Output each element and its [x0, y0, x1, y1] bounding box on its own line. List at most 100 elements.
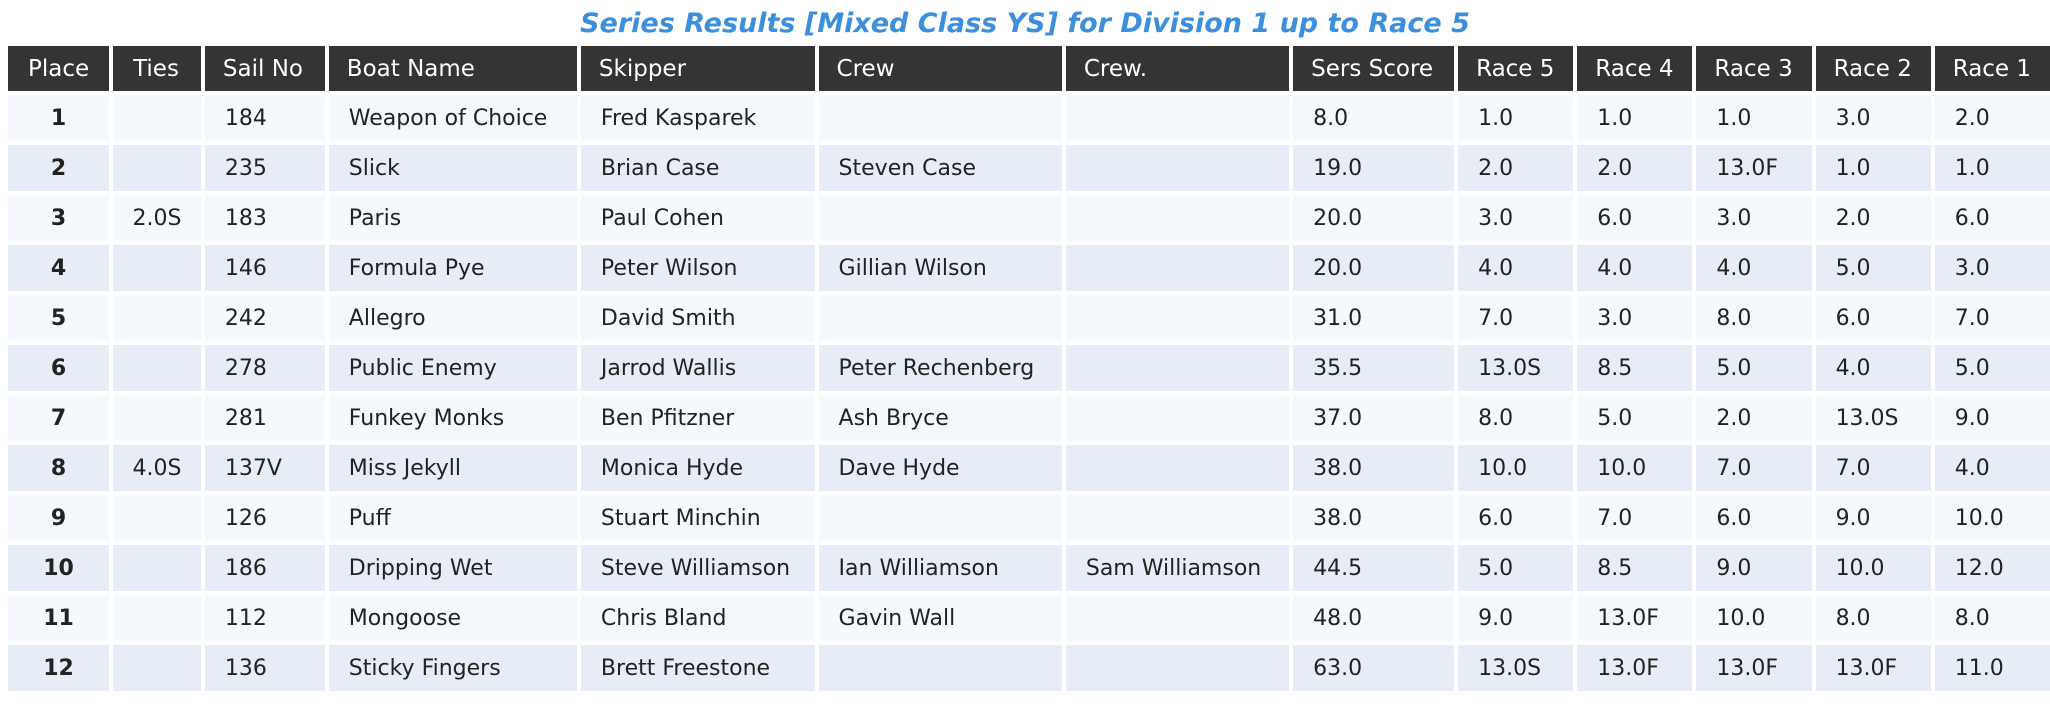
crew-cell: Gavin Wall	[818, 595, 1062, 641]
race-2-cell: 4.0	[1815, 345, 1931, 391]
race-2-cell: 5.0	[1815, 245, 1931, 291]
results-body: 1 184 Weapon of Choice Fred Kasparek 8.0 1.0 1…	[8, 95, 2050, 691]
race-5-cell: 2.0	[1458, 145, 1574, 191]
crew-2-cell	[1065, 395, 1290, 441]
column-header-ties[interactable]: Ties	[113, 46, 201, 91]
crew-2-cell	[1065, 595, 1290, 641]
skipper-cell: Monica Hyde	[580, 445, 815, 491]
column-header-race-5[interactable]: Race 5	[1458, 46, 1574, 91]
sail-no-cell: 235	[204, 145, 325, 191]
race-1-cell: 9.0	[1934, 395, 2050, 441]
column-header-race-2[interactable]: Race 2	[1815, 46, 1931, 91]
table-row: 6 278 Public Enemy Jarrod Wallis Peter Reche…	[8, 345, 2050, 391]
column-header-race-4[interactable]: Race 4	[1577, 46, 1693, 91]
race-4-cell: 5.0	[1577, 395, 1693, 441]
race-4-cell: 13.0F	[1577, 595, 1693, 641]
table-row: 7 281 Funkey Monks Ben Pfitzner Ash Bryce 37.…	[8, 395, 2050, 441]
ties-cell: 4.0S	[113, 445, 201, 491]
crew-cell	[818, 645, 1062, 691]
skipper-cell: Chris Bland	[580, 595, 815, 641]
crew-2-cell	[1065, 145, 1290, 191]
race-5-cell: 8.0	[1458, 395, 1574, 441]
crew-cell	[818, 495, 1062, 541]
race-1-cell: 5.0	[1934, 345, 2050, 391]
crew-2-cell	[1065, 245, 1290, 291]
ties-cell: 2.0S	[113, 195, 201, 241]
column-header-place[interactable]: Place	[8, 46, 110, 91]
ties-cell	[113, 545, 201, 591]
column-header-skipper[interactable]: Skipper	[580, 46, 815, 91]
sail-no-cell: 184	[204, 95, 325, 141]
race-3-cell: 10.0	[1696, 595, 1812, 641]
race-2-cell: 9.0	[1815, 495, 1931, 541]
crew-cell: Ash Bryce	[818, 395, 1062, 441]
table-row: 1 184 Weapon of Choice Fred Kasparek 8.0 1.0 1…	[8, 95, 2050, 141]
series-score-cell: 44.5	[1293, 545, 1455, 591]
race-3-cell: 2.0	[1696, 395, 1812, 441]
column-header-race-3[interactable]: Race 3	[1696, 46, 1812, 91]
ties-cell	[113, 145, 201, 191]
crew-2-cell	[1065, 645, 1290, 691]
series-score-cell: 38.0	[1293, 495, 1455, 541]
ties-cell	[113, 295, 201, 341]
race-5-cell: 1.0	[1458, 95, 1574, 141]
series-score-cell: 37.0	[1293, 395, 1455, 441]
page-title: Series Results [Mixed Class YS] for Divi…	[580, 8, 1470, 39]
race-4-cell: 3.0	[1577, 295, 1693, 341]
sail-no-cell: 242	[204, 295, 325, 341]
series-score-cell: 35.5	[1293, 345, 1455, 391]
race-3-cell: 9.0	[1696, 545, 1812, 591]
skipper-cell: Steve Williamson	[580, 545, 815, 591]
race-4-cell: 7.0	[1577, 495, 1693, 541]
table-row: 10 186 Dripping Wet Steve Williamson Ian Wil…	[8, 545, 2050, 591]
place-cell: 8	[8, 445, 110, 491]
crew-cell: Steven Case	[818, 145, 1062, 191]
column-header-boat-name[interactable]: Boat Name	[328, 46, 577, 91]
ties-cell	[113, 595, 201, 641]
column-header-crew[interactable]: Crew	[818, 46, 1062, 91]
sail-no-cell: 183	[204, 195, 325, 241]
table-row: 4 146 Formula Pye Peter Wilson Gillian Wilso…	[8, 245, 2050, 291]
boat-name-cell: Paris	[328, 195, 577, 241]
race-5-cell: 10.0	[1458, 445, 1574, 491]
ties-cell	[113, 495, 201, 541]
race-1-cell: 11.0	[1934, 645, 2050, 691]
column-header-series-score[interactable]: Sers Score	[1293, 46, 1455, 91]
sail-no-cell: 281	[204, 395, 325, 441]
boat-name-cell: Dripping Wet	[328, 545, 577, 591]
race-5-cell: 13.0S	[1458, 645, 1574, 691]
race-3-cell: 8.0	[1696, 295, 1812, 341]
race-5-cell: 3.0	[1458, 195, 1574, 241]
race-5-cell: 4.0	[1458, 245, 1574, 291]
race-1-cell: 3.0	[1934, 245, 2050, 291]
race-3-cell: 13.0F	[1696, 145, 1812, 191]
crew-cell	[818, 295, 1062, 341]
ties-cell	[113, 645, 201, 691]
race-4-cell: 8.5	[1577, 545, 1693, 591]
crew-2-cell: Sam Williamson	[1065, 545, 1290, 591]
place-cell: 4	[8, 245, 110, 291]
crew-cell: Ian Williamson	[818, 545, 1062, 591]
column-header-crew-2[interactable]: Crew.	[1065, 46, 1290, 91]
boat-name-cell: Formula Pye	[328, 245, 577, 291]
crew-2-cell	[1065, 195, 1290, 241]
boat-name-cell: Slick	[328, 145, 577, 191]
ties-cell	[113, 345, 201, 391]
race-4-cell: 10.0	[1577, 445, 1693, 491]
place-cell: 2	[8, 145, 110, 191]
race-5-cell: 13.0S	[1458, 345, 1574, 391]
race-5-cell: 9.0	[1458, 595, 1574, 641]
race-1-cell: 7.0	[1934, 295, 2050, 341]
series-score-cell: 8.0	[1293, 95, 1455, 141]
column-header-sail-no[interactable]: Sail No	[204, 46, 325, 91]
race-4-cell: 4.0	[1577, 245, 1693, 291]
race-4-cell: 8.5	[1577, 345, 1693, 391]
race-5-cell: 7.0	[1458, 295, 1574, 341]
crew-2-cell	[1065, 495, 1290, 541]
series-score-cell: 31.0	[1293, 295, 1455, 341]
column-header-race-1[interactable]: Race 1	[1934, 46, 2050, 91]
crew-2-cell	[1065, 445, 1290, 491]
race-2-cell: 2.0	[1815, 195, 1931, 241]
race-3-cell: 4.0	[1696, 245, 1812, 291]
